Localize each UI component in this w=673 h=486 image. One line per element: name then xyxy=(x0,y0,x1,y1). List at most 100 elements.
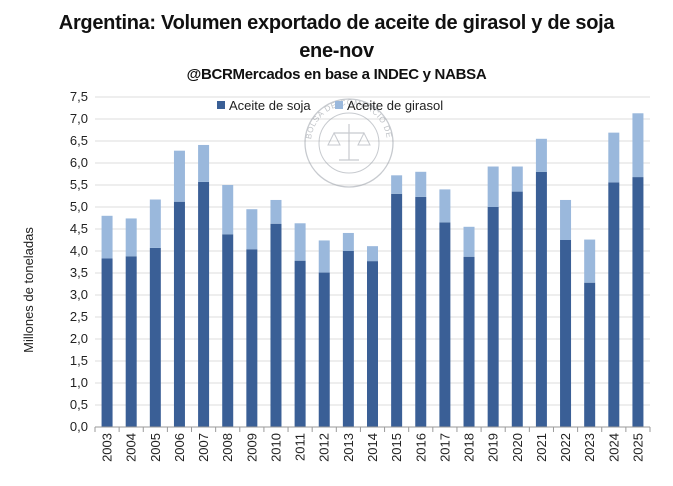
x-tick-label: 2008 xyxy=(220,433,235,462)
bar-soja-2014 xyxy=(367,261,378,427)
bar-soja-2020 xyxy=(511,191,523,427)
bar-girasol-2011 xyxy=(294,223,306,261)
x-tick-label: 2023 xyxy=(582,433,597,462)
y-tick-label: 5,5 xyxy=(70,177,88,192)
bar-girasol-2006 xyxy=(173,150,185,202)
bar-soja-2012 xyxy=(318,272,330,427)
y-tick-label: 4,5 xyxy=(70,221,88,236)
bar-girasol-2016 xyxy=(415,171,427,197)
x-tick-label: 2006 xyxy=(172,433,187,462)
axes: 0,0 0,5 1,0 1,5 2,0 2,5 3,0 3,5 4,0 4,5 5,0 5,5 6,0 6… xyxy=(70,89,651,462)
bar-soja-2023 xyxy=(584,282,596,427)
bar-girasol-2020 xyxy=(511,166,523,192)
bar-soja-2015 xyxy=(391,193,403,427)
x-tick-label: 2024 xyxy=(606,433,621,462)
bar-soja-2018 xyxy=(463,256,475,427)
x-tick-label: 2025 xyxy=(630,433,645,462)
bar-girasol-2010 xyxy=(270,199,282,224)
y-tick-label: 5,0 xyxy=(70,199,88,214)
bar-soja-2004 xyxy=(125,256,137,427)
y-tick-label: 7,5 xyxy=(70,89,88,104)
bar-soja-2008 xyxy=(222,234,234,427)
bar-girasol-2021 xyxy=(535,138,547,172)
bar-soja-2016 xyxy=(415,196,427,427)
x-tick-label: 2022 xyxy=(558,433,573,462)
x-tick-label: 2011 xyxy=(293,433,308,461)
bar-girasol-2004 xyxy=(125,218,137,257)
bar-girasol-2007 xyxy=(198,144,210,182)
y-axis-label: Millones de toneladas xyxy=(21,227,36,353)
y-tick-label: 6,5 xyxy=(70,133,88,148)
x-tick-label: 2010 xyxy=(268,433,283,462)
bcr-seal-icon: BOLSA DE COMERCIO DE ROSARIO xyxy=(0,0,394,188)
y-tick-label: 0,0 xyxy=(70,419,88,434)
x-tick-label: 2013 xyxy=(341,433,356,462)
y-tick-label: 3,5 xyxy=(70,265,88,280)
chart-subtitle: @BCRMercados en base a INDEC y NABSA xyxy=(186,66,487,83)
bar-soja-2017 xyxy=(439,222,451,427)
legend: Aceite de soja Aceite de girasol xyxy=(217,98,443,113)
y-tick-label: 6,0 xyxy=(70,155,88,170)
bar-soja-2019 xyxy=(487,207,499,427)
svg-text:BOLSA DE COMERCIO DE ROSARIO: BOLSA DE COMERCIO DE ROSARIO xyxy=(0,0,394,142)
y-tick-label: 1,5 xyxy=(70,353,88,368)
bar-girasol-2022 xyxy=(560,199,572,240)
bar-soja-2010 xyxy=(270,223,282,427)
x-tick-label: 2019 xyxy=(486,433,501,462)
bar-girasol-2003 xyxy=(101,215,113,259)
legend-swatch-soja xyxy=(217,101,225,109)
bar-girasol-2023 xyxy=(584,239,596,283)
bar-girasol-2005 xyxy=(149,199,161,248)
bar-girasol-2009 xyxy=(246,209,258,250)
legend-label-girasol: Aceite de girasol xyxy=(347,98,443,113)
legend-swatch-girasol xyxy=(335,101,343,109)
x-tick-label: 2021 xyxy=(534,433,549,462)
bar-soja-2021 xyxy=(535,171,547,427)
y-tick-label: 2,5 xyxy=(70,309,88,324)
x-tick-label: 2012 xyxy=(317,433,332,462)
x-tick-label: 2016 xyxy=(413,433,428,462)
bar-soja-2011 xyxy=(294,260,306,427)
y-tick-label: 4,0 xyxy=(70,243,88,258)
bar-soja-2024 xyxy=(608,182,620,427)
bar-girasol-2008 xyxy=(222,185,234,235)
bar-girasol-2025 xyxy=(632,113,644,178)
x-tick-label: 2005 xyxy=(148,433,163,462)
x-tick-label: 2003 xyxy=(100,433,115,462)
bar-girasol-2012 xyxy=(318,240,330,273)
x-tick-label: 2017 xyxy=(437,433,452,462)
x-tick-label: 2004 xyxy=(124,433,139,462)
y-tick-label: 1,0 xyxy=(70,375,88,390)
y-tick-label: 7,0 xyxy=(70,111,88,126)
bar-girasol-2019 xyxy=(487,166,499,207)
bar-girasol-2013 xyxy=(342,232,354,251)
bar-soja-2003 xyxy=(101,258,113,427)
legend-label-soja: Aceite de soja xyxy=(229,98,311,113)
y-tick-label: 3,0 xyxy=(70,287,88,302)
x-tick-label: 2009 xyxy=(244,433,259,462)
watermark-text: BOLSA DE COMERCIO DE ROSARIO xyxy=(0,0,393,142)
bar-soja-2006 xyxy=(173,201,185,427)
x-tick-label: 2015 xyxy=(389,433,404,462)
bar-soja-2025 xyxy=(632,177,644,427)
y-tick-label: 0,5 xyxy=(70,397,88,412)
bar-soja-2005 xyxy=(149,247,161,427)
x-tick-label: 2014 xyxy=(365,433,380,462)
bar-soja-2022 xyxy=(560,240,572,427)
y-tick-label: 2,0 xyxy=(70,331,88,346)
chart-title: Argentina: Volumen exportado de aceite d… xyxy=(58,12,615,34)
bar-girasol-2015 xyxy=(391,175,403,194)
x-tick-label: 2007 xyxy=(196,433,211,462)
bar-girasol-2017 xyxy=(439,189,451,223)
bar-girasol-2018 xyxy=(463,226,475,257)
bar-soja-2007 xyxy=(198,181,210,427)
bar-girasol-2014 xyxy=(367,246,378,262)
x-tick-label: 2020 xyxy=(510,433,525,462)
x-tick-label: 2018 xyxy=(462,433,477,462)
bars xyxy=(101,113,644,427)
bar-soja-2013 xyxy=(342,251,354,427)
bar-soja-2009 xyxy=(246,249,258,427)
chart-title-period: ene-nov xyxy=(299,40,374,62)
bar-girasol-2024 xyxy=(608,132,620,183)
